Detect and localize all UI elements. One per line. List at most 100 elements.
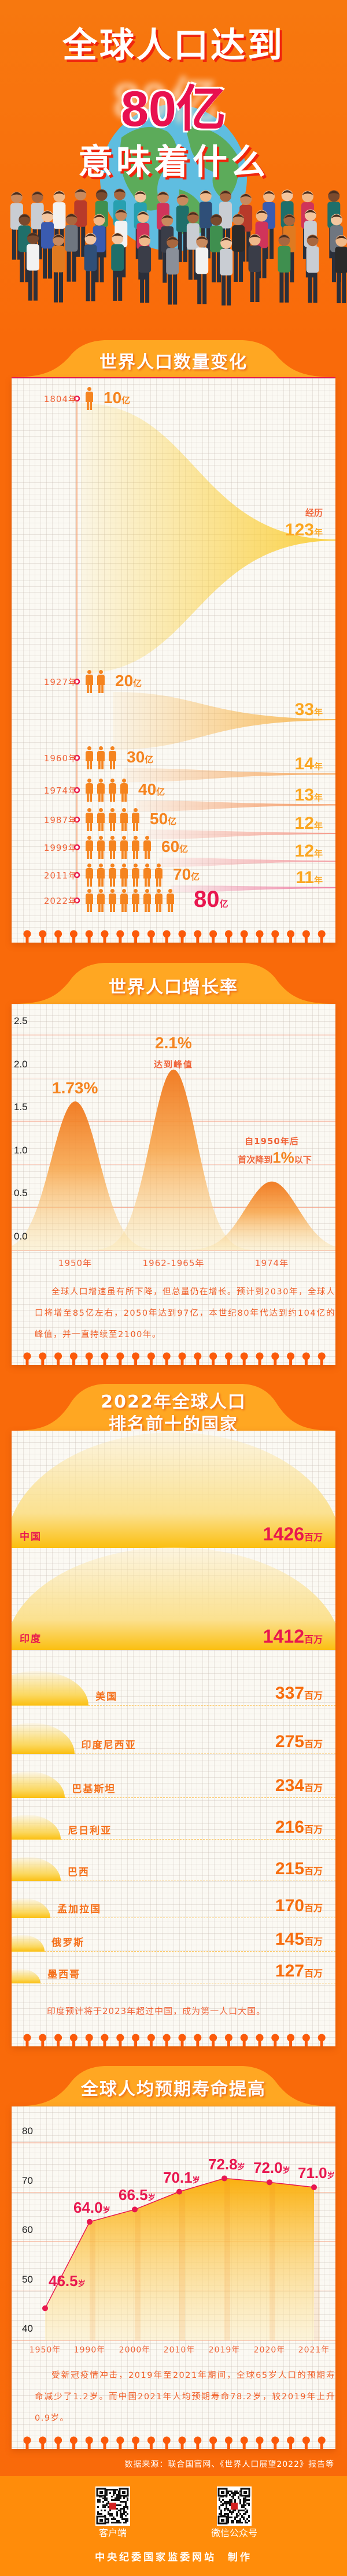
pin-stem xyxy=(320,1356,323,1365)
qr-code-wechat xyxy=(217,2486,252,2526)
population-unit: 亿 xyxy=(121,396,131,405)
person-icon xyxy=(97,779,105,802)
person-figure xyxy=(74,188,87,257)
banner-shape xyxy=(12,2066,335,2106)
pin-stem xyxy=(274,2440,277,2449)
pin-head xyxy=(23,2034,31,2042)
area-stripe xyxy=(90,2221,95,2340)
population-bar xyxy=(12,1935,45,1952)
pin-head xyxy=(132,1352,140,1360)
pin-stem xyxy=(274,933,277,943)
y-tick-label: 70 xyxy=(22,2175,33,2186)
banner-shape xyxy=(12,963,335,1004)
interval-years: 12 xyxy=(294,842,314,861)
logo-mark xyxy=(109,2503,116,2510)
country-number: 215 xyxy=(275,1859,304,1878)
pin-stem xyxy=(227,933,230,943)
pin-stem xyxy=(149,2037,153,2046)
value-label-1950: 1.73% xyxy=(52,1079,98,1097)
country-value: 127百万 xyxy=(275,1961,323,1981)
pin-stem xyxy=(180,1356,184,1365)
x-category-label: 2019年 xyxy=(208,2346,241,2355)
top-countries-panel: 中国 1426百万 印度 1412百万 美国 337百万 印度尼西亚 275百万 巴基斯坦 234… xyxy=(12,1431,335,2046)
pin-stem xyxy=(258,2037,261,2046)
person-figure xyxy=(306,234,319,303)
pin-stem xyxy=(180,2037,184,2046)
pin-stem xyxy=(196,1356,200,1365)
population-value: 80亿 xyxy=(194,887,228,913)
qr-code-client xyxy=(95,2486,130,2526)
country-value: 275百万 xyxy=(275,1732,323,1752)
timeline-dot xyxy=(73,787,80,794)
data-unit: 岁 xyxy=(102,2205,110,2214)
interval-duration: 13年 xyxy=(295,786,323,805)
population-value: 40亿 xyxy=(138,780,165,799)
area-stripe xyxy=(224,2178,230,2340)
data-point xyxy=(176,2188,182,2195)
person-icon xyxy=(109,863,116,887)
pin-head xyxy=(256,2034,264,2042)
banner-shape xyxy=(12,1384,335,1431)
pin-stem xyxy=(149,933,153,943)
pin-stem xyxy=(212,2037,215,2046)
interval-duration: 12年 xyxy=(295,814,323,833)
person-icon xyxy=(109,889,116,912)
population-unit: 亿 xyxy=(191,872,200,882)
pin-head xyxy=(194,2034,202,2042)
x-category-label: 1990年 xyxy=(73,2346,106,2355)
pin-stem xyxy=(289,933,293,943)
drop-note-prefix: 首次降到 xyxy=(238,1155,273,1165)
pin-head xyxy=(54,2034,62,2042)
country-unit: 百万 xyxy=(304,1937,323,1947)
peak-note: 达到峰值 xyxy=(153,1059,193,1070)
pin-head xyxy=(101,930,109,938)
pin-stem xyxy=(119,933,122,943)
pin-head xyxy=(318,930,326,938)
pin-head xyxy=(256,930,264,938)
pin-head xyxy=(132,930,140,938)
pin-head xyxy=(85,930,93,938)
pin-head xyxy=(287,2436,295,2444)
growth-peak-area xyxy=(154,1181,335,1250)
pin-head xyxy=(194,930,202,938)
growth-rate-panel: 0.0 0.5 1.0 1.5 2.0 2.5 1950年 1962-1965年 1974年 1.… xyxy=(12,1004,335,1365)
pin-stem xyxy=(196,2037,200,2046)
person-icon xyxy=(97,670,105,693)
data-unit: 岁 xyxy=(192,2175,200,2184)
pin-stem xyxy=(304,933,308,943)
pin-stem xyxy=(57,1356,60,1365)
pin-stem xyxy=(72,1356,75,1365)
population-number: 50 xyxy=(150,810,168,828)
pin-stem xyxy=(103,2440,106,2449)
pin-head xyxy=(116,2436,124,2444)
pin-stem xyxy=(227,1356,230,1365)
pin-head xyxy=(163,1352,171,1360)
person-icon xyxy=(86,746,93,769)
person-icon xyxy=(86,808,93,831)
person-figure xyxy=(65,213,78,282)
pin-head xyxy=(39,2436,47,2444)
year-label: 1927年 xyxy=(43,677,77,687)
population-growth-panel: 经历 123年 33年 14年 13年 12年 12年 11年 1804年 10亿 1927年 20亿… xyxy=(12,378,335,943)
person-figure xyxy=(209,214,223,282)
interval-fan xyxy=(81,403,335,673)
pin-stem xyxy=(134,1356,138,1365)
data-source: 数据来源：联合国官网、《世界人口展望2022》报告等 xyxy=(124,2460,334,2469)
population-bar xyxy=(12,1671,89,1706)
pin-head xyxy=(101,2034,109,2042)
data-value: 66.5 xyxy=(119,2186,148,2204)
pin-stem xyxy=(165,2440,168,2449)
population-value: 70亿 xyxy=(173,865,200,884)
data-point xyxy=(311,2184,317,2190)
drop-note-line1: 自1950年后 xyxy=(245,1136,299,1146)
title-highlight-80yi: 80亿 xyxy=(121,81,226,137)
pin-stem xyxy=(289,1356,293,1365)
pin-head xyxy=(240,2436,248,2444)
pin-head xyxy=(271,2034,279,2042)
interval-duration: 14年 xyxy=(295,754,323,774)
person-figure xyxy=(111,232,124,301)
person-icon xyxy=(143,863,151,887)
person-icon xyxy=(132,863,139,887)
interval-years: 33 xyxy=(294,700,314,719)
country-number: 127 xyxy=(275,1961,304,1981)
